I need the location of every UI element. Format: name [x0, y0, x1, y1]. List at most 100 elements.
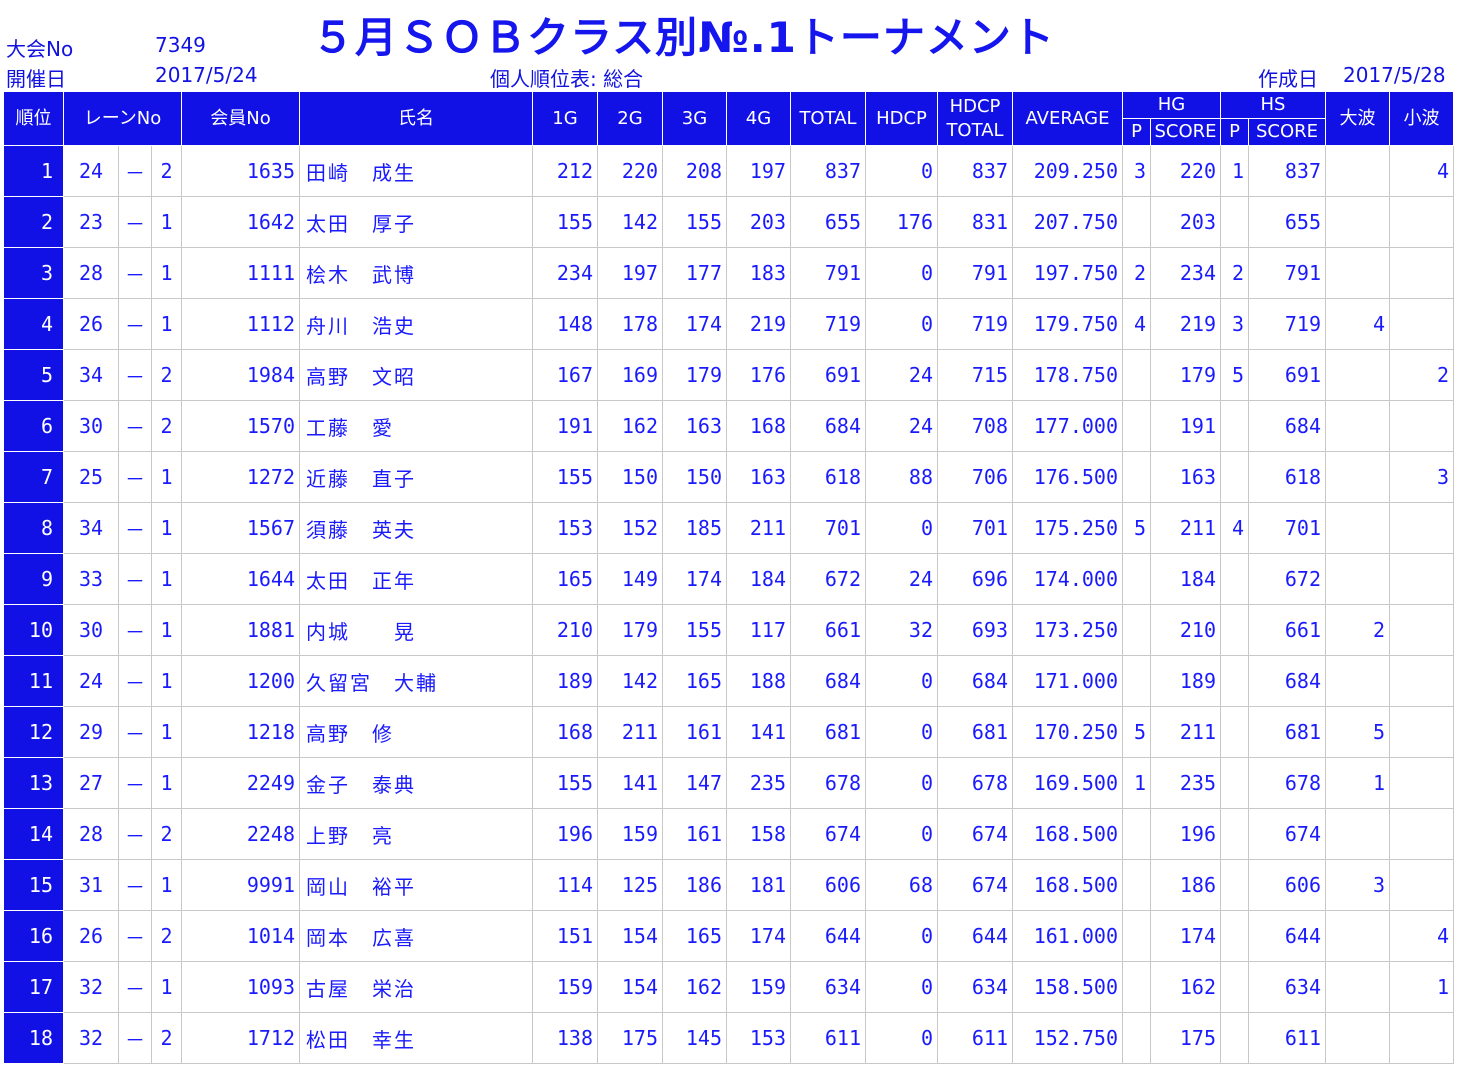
held-date: 2017/5/24: [155, 63, 258, 87]
total-cell: 837: [790, 145, 866, 197]
game3-cell: 155: [662, 196, 727, 248]
game1-cell: 212: [532, 145, 598, 197]
average-cell: 173.250: [1012, 604, 1123, 656]
game2-cell: 149: [597, 553, 663, 605]
hs-score-cell: 644: [1248, 910, 1326, 962]
lane-sub-cell: 2: [151, 910, 182, 962]
rank-cell: 8: [3, 502, 64, 554]
col-hg: HG: [1122, 91, 1221, 119]
game2-cell: 125: [597, 859, 663, 911]
hs-p-cell: [1220, 808, 1249, 860]
created-date-label: 作成日: [1258, 67, 1318, 91]
table-row: 7 25 － 1 1272 近藤 直子 155 150 150 163 618 88 706 176.50…: [3, 451, 1454, 503]
small-wave-cell: [1389, 553, 1454, 605]
hg-p-cell: [1122, 349, 1151, 401]
hdcp-total-cell: 715: [937, 349, 1013, 401]
hg-score-cell: 219: [1150, 298, 1221, 350]
member-no-cell: 1644: [181, 553, 300, 605]
name-cell: 田崎 成生: [299, 145, 533, 197]
report-label: 個人順位表: 総合: [490, 67, 644, 91]
hs-score-cell: 611: [1248, 1012, 1326, 1064]
event-no-label: 大会No: [6, 37, 74, 61]
rank-cell: 2: [3, 196, 64, 248]
hg-score-cell: 235: [1150, 757, 1221, 809]
hs-p-cell: [1220, 451, 1249, 503]
member-no-cell: 1112: [181, 298, 300, 350]
lane-separator: －: [118, 808, 152, 860]
col-1g: 1G: [532, 91, 598, 146]
member-no-cell: 1218: [181, 706, 300, 758]
lane-cell: 34: [63, 502, 119, 554]
hg-p-cell: [1122, 400, 1151, 452]
lane-sub-cell: 2: [151, 349, 182, 401]
name-cell: 桧木 武博: [299, 247, 533, 299]
name-cell: 岡本 広喜: [299, 910, 533, 962]
hg-score-cell: 210: [1150, 604, 1221, 656]
col-hg-p: P: [1122, 118, 1151, 146]
lane-separator: －: [118, 604, 152, 656]
game3-cell: 161: [662, 706, 727, 758]
big-wave-cell: [1325, 247, 1390, 299]
small-wave-cell: [1389, 706, 1454, 758]
hdcp-cell: 176: [865, 196, 938, 248]
member-no-cell: 1642: [181, 196, 300, 248]
rank-cell: 9: [3, 553, 64, 605]
col-hs-score: SCORE: [1248, 118, 1326, 146]
lane-cell: 30: [63, 400, 119, 452]
small-wave-cell: 1: [1389, 961, 1454, 1013]
rank-cell: 11: [3, 655, 64, 707]
hdcp-cell: 0: [865, 145, 938, 197]
table-row: 14 28 － 2 2248 上野 亮 196 159 161 158 674 0 674 168.500…: [3, 808, 1454, 860]
rank-cell: 5: [3, 349, 64, 401]
hdcp-total-cell: 674: [937, 808, 1013, 860]
lane-sub-cell: 2: [151, 145, 182, 197]
lane-sub-cell: 2: [151, 1012, 182, 1064]
hdcp-cell: 0: [865, 298, 938, 350]
rank-cell: 12: [3, 706, 64, 758]
name-cell: 近藤 直子: [299, 451, 533, 503]
lane-sub-cell: 1: [151, 961, 182, 1013]
total-cell: 791: [790, 247, 866, 299]
big-wave-cell: [1325, 145, 1390, 197]
game1-cell: 155: [532, 451, 598, 503]
rank-cell: 1: [3, 145, 64, 197]
rank-cell: 7: [3, 451, 64, 503]
total-cell: 661: [790, 604, 866, 656]
hg-score-cell: 211: [1150, 706, 1221, 758]
name-cell: 内城 晃: [299, 604, 533, 656]
table-row: 15 31 － 1 9991 岡山 裕平 114 125 186 181 606 68 674 168.5…: [3, 859, 1454, 911]
rank-cell: 18: [3, 1012, 64, 1064]
game1-cell: 189: [532, 655, 598, 707]
big-wave-cell: 4: [1325, 298, 1390, 350]
hdcp-total-cell: 674: [937, 859, 1013, 911]
game4-cell: 197: [726, 145, 791, 197]
small-wave-cell: [1389, 196, 1454, 248]
average-cell: 179.750: [1012, 298, 1123, 350]
game2-cell: 162: [597, 400, 663, 452]
rank-cell: 16: [3, 910, 64, 962]
col-hdcp-total-line2: TOTAL: [946, 119, 1004, 141]
name-cell: 高野 文昭: [299, 349, 533, 401]
col-member: 会員No: [181, 91, 300, 146]
hdcp-total-cell: 791: [937, 247, 1013, 299]
col-average: AVERAGE: [1012, 91, 1123, 146]
table-row: 17 32 － 1 1093 古屋 栄治 159 154 162 159 634 0 634 158.50…: [3, 961, 1454, 1013]
game2-cell: 154: [597, 961, 663, 1013]
col-hg-score: SCORE: [1150, 118, 1221, 146]
hg-p-cell: [1122, 553, 1151, 605]
member-no-cell: 1984: [181, 349, 300, 401]
name-cell: 高野 修: [299, 706, 533, 758]
game2-cell: 197: [597, 247, 663, 299]
big-wave-cell: 2: [1325, 604, 1390, 656]
hg-score-cell: 220: [1150, 145, 1221, 197]
big-wave-cell: [1325, 400, 1390, 452]
name-cell: 久留宮 大輔: [299, 655, 533, 707]
game3-cell: 185: [662, 502, 727, 554]
hdcp-total-cell: 644: [937, 910, 1013, 962]
average-cell: 175.250: [1012, 502, 1123, 554]
lane-sub-cell: 1: [151, 553, 182, 605]
hg-score-cell: 191: [1150, 400, 1221, 452]
table-row: 4 26 － 1 1112 舟川 浩史 148 178 174 219 719 0 719 179.750…: [3, 298, 1454, 350]
lane-cell: 26: [63, 298, 119, 350]
hs-p-cell: [1220, 859, 1249, 911]
